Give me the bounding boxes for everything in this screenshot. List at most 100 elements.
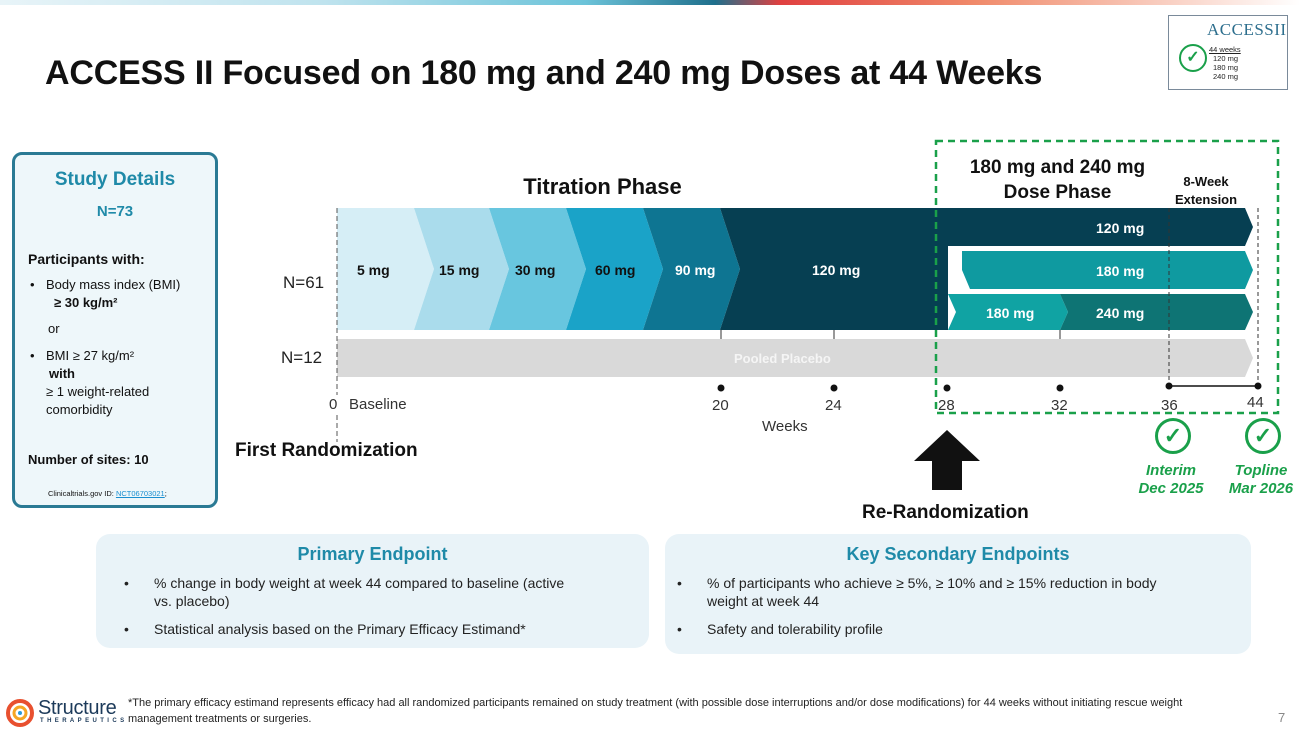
dose-segment-120mg [720,208,948,330]
logo-dose: 240 mg [1213,72,1239,81]
arm-180mg [962,251,1253,289]
dose-phase-title-line1: 180 mg and 240 mg [969,157,1146,178]
dose-segment-30mg [489,208,586,330]
ct-link[interactable]: NCT06703021 [115,489,165,498]
interim-check-icon: ✓ [1155,418,1191,454]
week-0-label: 0 [329,396,338,413]
topline-line1: Topline [1234,462,1288,479]
baseline-label: Baseline [349,396,407,413]
logo-ring-inner [12,705,28,721]
dose-label-90mg: 90 mg [675,262,716,278]
dose-segment-5mg [337,208,434,330]
study-n: N=73 [96,203,134,220]
access-ii-logo: ACCESSII ✓ 44 weeks 120 mg 180 mg 240 mg [1168,15,1288,90]
dose-label-60mg: 60 mg [595,262,636,278]
top-accent-bar [0,0,1300,5]
placebo-label: Pooled Placebo [734,351,831,366]
secondary-bullet-1-line1: % of participants who achieve ≥ 5%, ≥ 10… [707,575,1157,591]
bullet-icon: • [30,348,35,363]
bullet-icon: • [124,621,129,637]
dose-phase-title-line2: Dose Phase [1003,182,1112,203]
secondary-endpoints-heading: Key Secondary Endpoints [846,544,1070,564]
dose-segment-15mg [414,208,509,330]
comorbidity-line2: comorbidity [46,402,113,417]
clinicaltrials-id: Clinicaltrials.gov ID: NCT06703021; [48,489,167,498]
bmi-threshold-1: ≥ 30 kg/m² [54,295,118,310]
week-label: 20 [712,397,729,414]
arm-label-180mg: 180 mg [1096,263,1145,279]
brand-subtitle: THERAPEUTICS [40,718,128,724]
dose-phase-box [934,139,1280,415]
logo-dose: 180 mg [1213,63,1239,72]
titration-phase-title: Titration Phase [523,174,682,199]
bullet-icon: • [677,621,682,637]
footnote: *The primary efficacy estimand represent… [128,697,1183,725]
logo-doses: 44 weeks 120 mg 180 mg 240 mg [1209,45,1241,81]
arm-240mg [1060,294,1253,330]
logo-title: ACCESSII [1207,20,1287,39]
study-details-heading: Study Details [54,169,176,190]
comorbidity-line1: ≥ 1 weight-related [46,384,150,399]
week-dot-20 [717,384,725,392]
week-label: 24 [825,397,842,414]
first-randomization-label: First Randomization [235,440,418,461]
week-label: 36 [1161,397,1178,414]
study-details-panel: Study Details N=73 Participants with: • … [12,152,218,508]
dose-segment-60mg [566,208,663,330]
secondary-bullet-2: Safety and tolerability profile [707,621,883,637]
logo-ring-core [18,711,22,715]
ct-prefix: Clinicaltrials.gov ID: [48,489,116,498]
arm-label-240mg: 240 mg [1096,305,1145,321]
logo-weeks: 44 weeks [1209,45,1241,54]
with-text: with [49,366,75,381]
primary-bullet-1-line1: % change in body weight at week 44 compa… [154,575,565,591]
re-randomization-label: Re-Randomization [862,502,1029,523]
bmi-criterion-1: Body mass index (BMI) [46,277,181,292]
topline-line2: Mar 2026 [1228,480,1294,497]
placebo-bar [337,339,1253,377]
or-text: or [48,321,60,336]
dose-label-5mg: 5 mg [357,262,390,278]
primary-bullet-1: % change in body weight at week 44 compa… [154,574,644,610]
week-dot-32 [1056,384,1064,392]
week-dot-28 [943,384,951,392]
dose-segment-90mg [643,208,740,330]
secondary-bullet-1-line2: weight at week 44 [707,593,820,609]
arm-label-180mg-first: 180 mg [986,305,1035,321]
arm-label-120mg: 120 mg [1096,220,1145,236]
secondary-endpoints-panel: Key Secondary Endpoints • % of participa… [665,534,1251,654]
extension-label-line2: Extension [1174,192,1238,207]
structure-logo-icon [6,699,34,727]
bullet-icon: • [677,575,682,591]
primary-bullet-1-line2: vs. placebo) [154,593,230,609]
secondary-bullet-1: % of participants who achieve ≥ 5%, ≥ 10… [707,574,1247,610]
arm-120mg [948,208,1253,246]
ct-suffix: ; [164,489,167,498]
logo-check-icon: ✓ [1179,44,1207,72]
logo-ring-outer [6,699,34,727]
page-number: 7 [1278,710,1286,725]
extension-label-line1: 8-Week [1183,174,1229,189]
brand-name: Structure [38,697,117,719]
primary-endpoint-panel: Primary Endpoint • % change in body weig… [96,534,649,648]
dose-label-15mg: 15 mg [439,262,480,278]
week-label: 32 [1051,397,1068,414]
bmi-criterion-2: BMI ≥ 27 kg/m² [46,348,135,363]
dose-label-30mg: 30 mg [515,262,556,278]
interim-line1: Interim [1145,462,1196,479]
logo-dose: 120 mg [1213,54,1239,63]
up-arrow-icon [914,430,980,490]
interim-line2: Dec 2025 [1138,480,1204,497]
week-label: 44 [1247,394,1264,411]
sites-count: Number of sites: 10 [28,452,149,467]
primary-endpoint-heading: Primary Endpoint [297,544,448,564]
participants-heading: Participants with: [28,251,145,267]
page-title: ACCESS II Focused on 180 mg and 240 mg D… [45,54,1043,92]
bullet-icon: • [30,277,35,292]
week-dot-24 [830,384,838,392]
week-label: 28 [938,397,955,414]
dose-label-120mg: 120 mg [812,262,861,278]
topline-check-icon: ✓ [1245,418,1281,454]
bullet-icon: • [124,575,129,591]
